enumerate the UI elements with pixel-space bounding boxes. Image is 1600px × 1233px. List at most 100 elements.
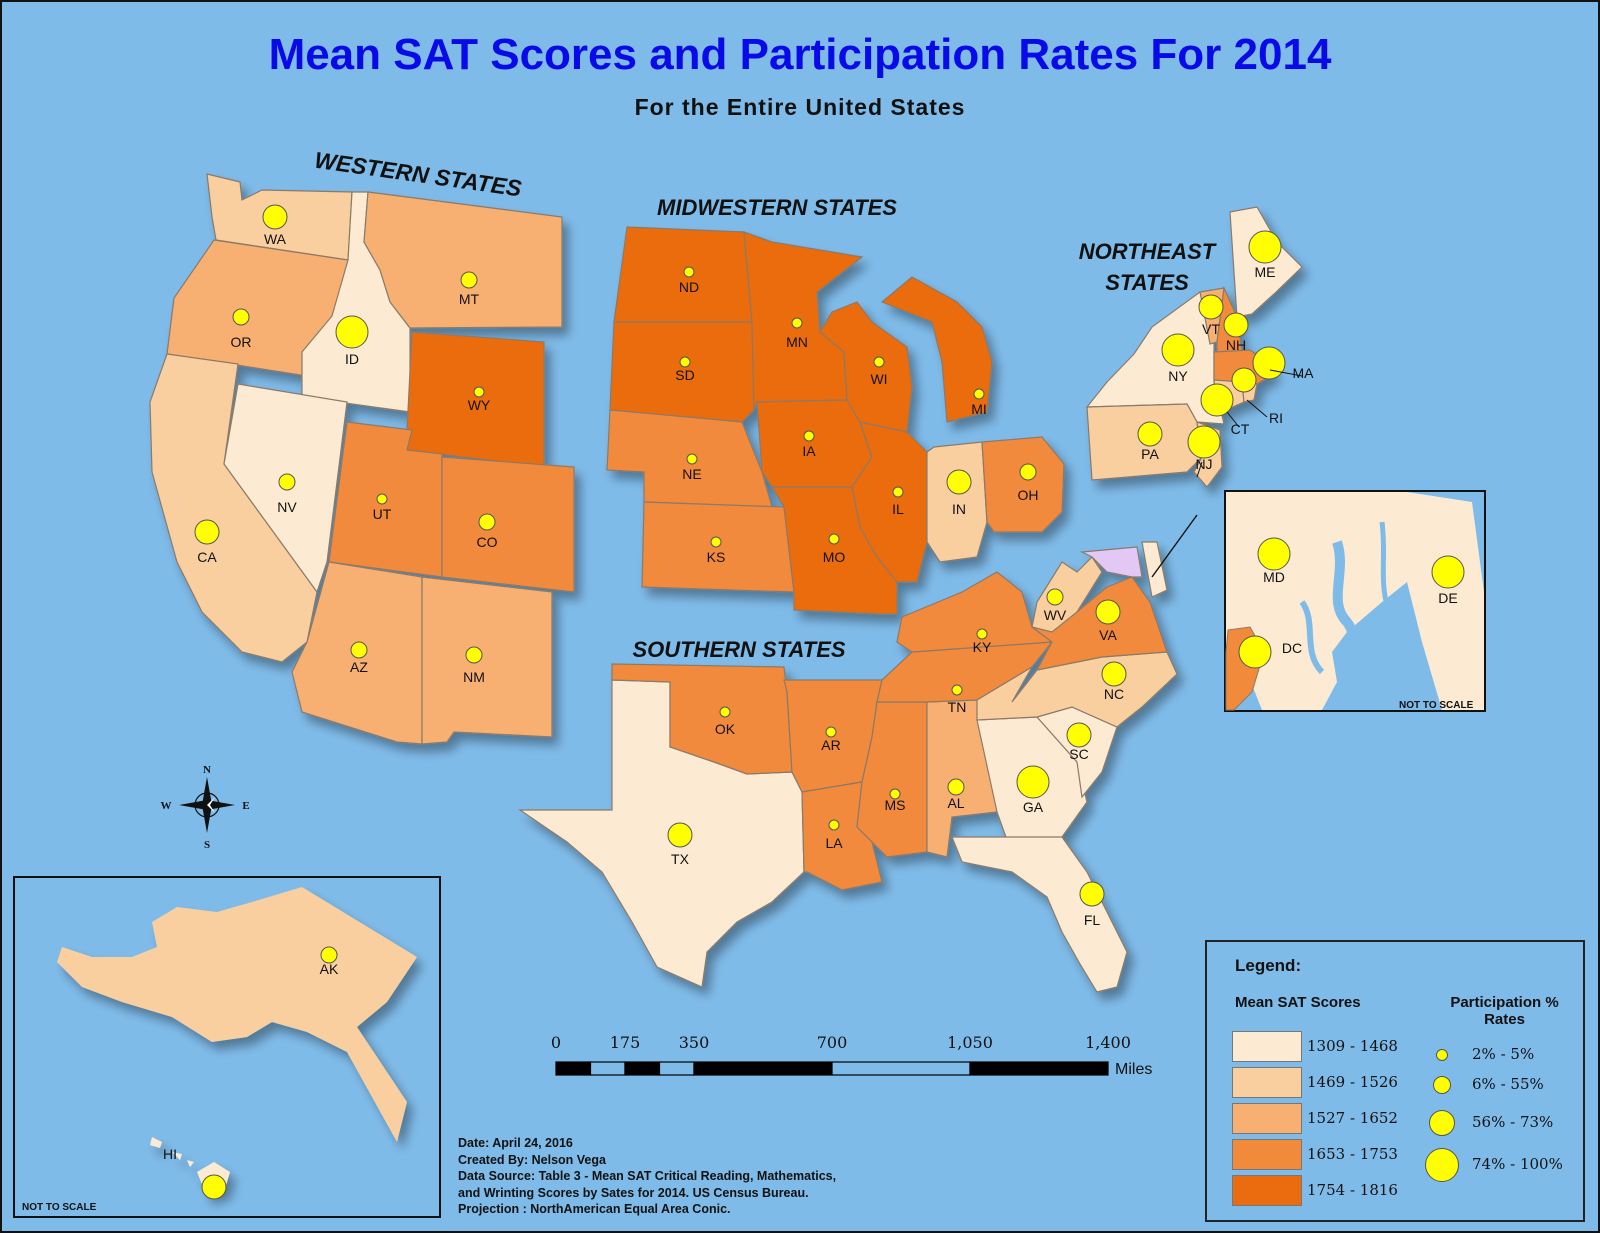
state-il[interactable] xyxy=(851,421,928,583)
scale-unit: Miles xyxy=(1115,1061,1152,1078)
state-label-mn: MN xyxy=(786,334,808,350)
participation-dot-md xyxy=(1257,537,1291,571)
state-oh[interactable] xyxy=(981,436,1065,533)
participation-dot-fl xyxy=(1079,881,1105,907)
compass-e: E xyxy=(242,800,249,812)
participation-dot-nj xyxy=(1187,425,1221,459)
participation-dot-tn xyxy=(951,684,963,696)
legend-part-heading-1: Participation % xyxy=(1450,994,1559,1011)
legend-part-label: 74% - 100% xyxy=(1472,1155,1563,1173)
state-label-va: VA xyxy=(1099,627,1117,643)
scale-tick-label: 700 xyxy=(817,1033,848,1052)
state-label-ia: IA xyxy=(802,443,816,459)
participation-dot-ma xyxy=(1252,346,1286,380)
legend: Legend: Mean SAT Scores Participation % … xyxy=(1205,940,1585,1222)
state-nd[interactable] xyxy=(613,226,753,323)
state-label-ne: NE xyxy=(682,466,701,482)
participation-dot-ia xyxy=(803,430,815,442)
participation-dot-tx xyxy=(667,822,693,848)
participation-dot-ky xyxy=(976,628,988,640)
legend-swatch xyxy=(1232,1031,1302,1062)
ne-leader-lines xyxy=(1196,369,1303,478)
participation-dot-id xyxy=(335,315,369,349)
state-label-ct: CT xyxy=(1231,421,1250,437)
state-label-mt: MT xyxy=(459,291,480,307)
compass-rose: N S E W xyxy=(161,764,250,851)
legend-dot xyxy=(1429,1110,1455,1136)
legend-score-label: 1653 - 1753 xyxy=(1307,1145,1398,1163)
participation-dot-nd xyxy=(683,266,695,278)
state-ky[interactable] xyxy=(896,571,1054,653)
participation-dot-co xyxy=(478,513,496,531)
participation-dot-al xyxy=(947,778,965,796)
participation-dot-va xyxy=(1095,599,1121,625)
state-label-dc: DC xyxy=(1282,640,1302,656)
participation-dot-or xyxy=(232,308,250,326)
compass-s: S xyxy=(204,839,210,851)
state-label-id: ID xyxy=(345,351,359,367)
credit-projection: Projection : NorthAmerican Equal Area Co… xyxy=(458,1202,731,1216)
legend-dot xyxy=(1436,1049,1448,1061)
participation-dot-ar xyxy=(825,726,837,738)
participation-dots xyxy=(194,204,1465,1200)
participation-dot-ca xyxy=(194,519,220,545)
state-label-nm: NM xyxy=(463,669,485,685)
participation-dot-pa xyxy=(1137,421,1163,447)
participation-dot-ga xyxy=(1016,765,1050,799)
state-nm[interactable] xyxy=(421,576,553,745)
participation-dot-vt xyxy=(1198,294,1224,320)
state-label-ny: NY xyxy=(1168,368,1188,384)
state-label-oh: OH xyxy=(1018,487,1039,503)
state-label-ma: MA xyxy=(1293,365,1315,381)
state-wi[interactable] xyxy=(819,301,913,433)
state-label-md: MD xyxy=(1263,569,1285,585)
state-label-tx: TX xyxy=(671,851,690,867)
state-wv[interactable] xyxy=(1031,556,1103,633)
state-label-az: AZ xyxy=(350,659,368,675)
state-label-sc: SC xyxy=(1069,746,1088,762)
hi-small-islands xyxy=(150,1137,194,1167)
state-fl[interactable] xyxy=(951,836,1128,993)
scale-segment xyxy=(589,1061,626,1076)
participation-dot-sc xyxy=(1066,722,1092,748)
state-label-nc: NC xyxy=(1104,686,1124,702)
participation-dot-ct xyxy=(1200,383,1234,417)
credit-source-2: and Wrinting Scores by Sates for 2014. U… xyxy=(458,1185,809,1200)
map-title: Mean SAT Scores and Participation Rates … xyxy=(268,30,1332,79)
state-de[interactable] xyxy=(1141,541,1168,598)
compass-n: N xyxy=(203,764,211,776)
state-md[interactable] xyxy=(1079,546,1143,578)
legend-swatch xyxy=(1232,1139,1302,1170)
state-label-mi: MI xyxy=(971,401,987,417)
state-label-tn: TN xyxy=(948,699,967,715)
state-label-mo: MO xyxy=(823,549,846,565)
state-label-ks: KS xyxy=(707,549,726,565)
state-labels: WAORCAIDNVMTWYUTCOAZNMNDSDNEKSMNIAMOWIIL… xyxy=(163,231,1458,1162)
participation-dot-ri xyxy=(1231,367,1257,393)
participation-dot-mn xyxy=(791,317,803,329)
state-va[interactable] xyxy=(1030,576,1168,671)
state-mi[interactable] xyxy=(880,276,993,423)
inset-state-de[interactable] xyxy=(1407,492,1484,710)
participation-dot-me xyxy=(1248,230,1282,264)
participation-dot-in xyxy=(946,469,972,495)
state-sd[interactable] xyxy=(609,321,755,423)
participation-dot-ny xyxy=(1161,333,1195,367)
participation-dot-de xyxy=(1431,555,1465,589)
participation-dot-ok xyxy=(719,706,731,718)
state-label-ca: CA xyxy=(197,549,217,565)
participation-dot-wi xyxy=(873,356,885,368)
participation-dot-hi xyxy=(201,1174,227,1200)
state-label-nh: NH xyxy=(1226,337,1246,353)
state-label-wa: WA xyxy=(264,231,287,247)
state-label-vt: VT xyxy=(1202,321,1220,337)
state-label-hi: HI xyxy=(163,1146,177,1162)
state-label-co: CO xyxy=(477,534,498,550)
state-mt[interactable] xyxy=(363,191,563,329)
participation-dot-ks xyxy=(710,536,722,548)
participation-dot-mo xyxy=(828,533,840,545)
participation-dot-nv xyxy=(278,473,296,491)
state-co[interactable] xyxy=(441,456,575,593)
map-credits: Date: April 24, 2016 Created By: Nelson … xyxy=(458,1135,836,1218)
state-label-ri: RI xyxy=(1269,410,1283,426)
